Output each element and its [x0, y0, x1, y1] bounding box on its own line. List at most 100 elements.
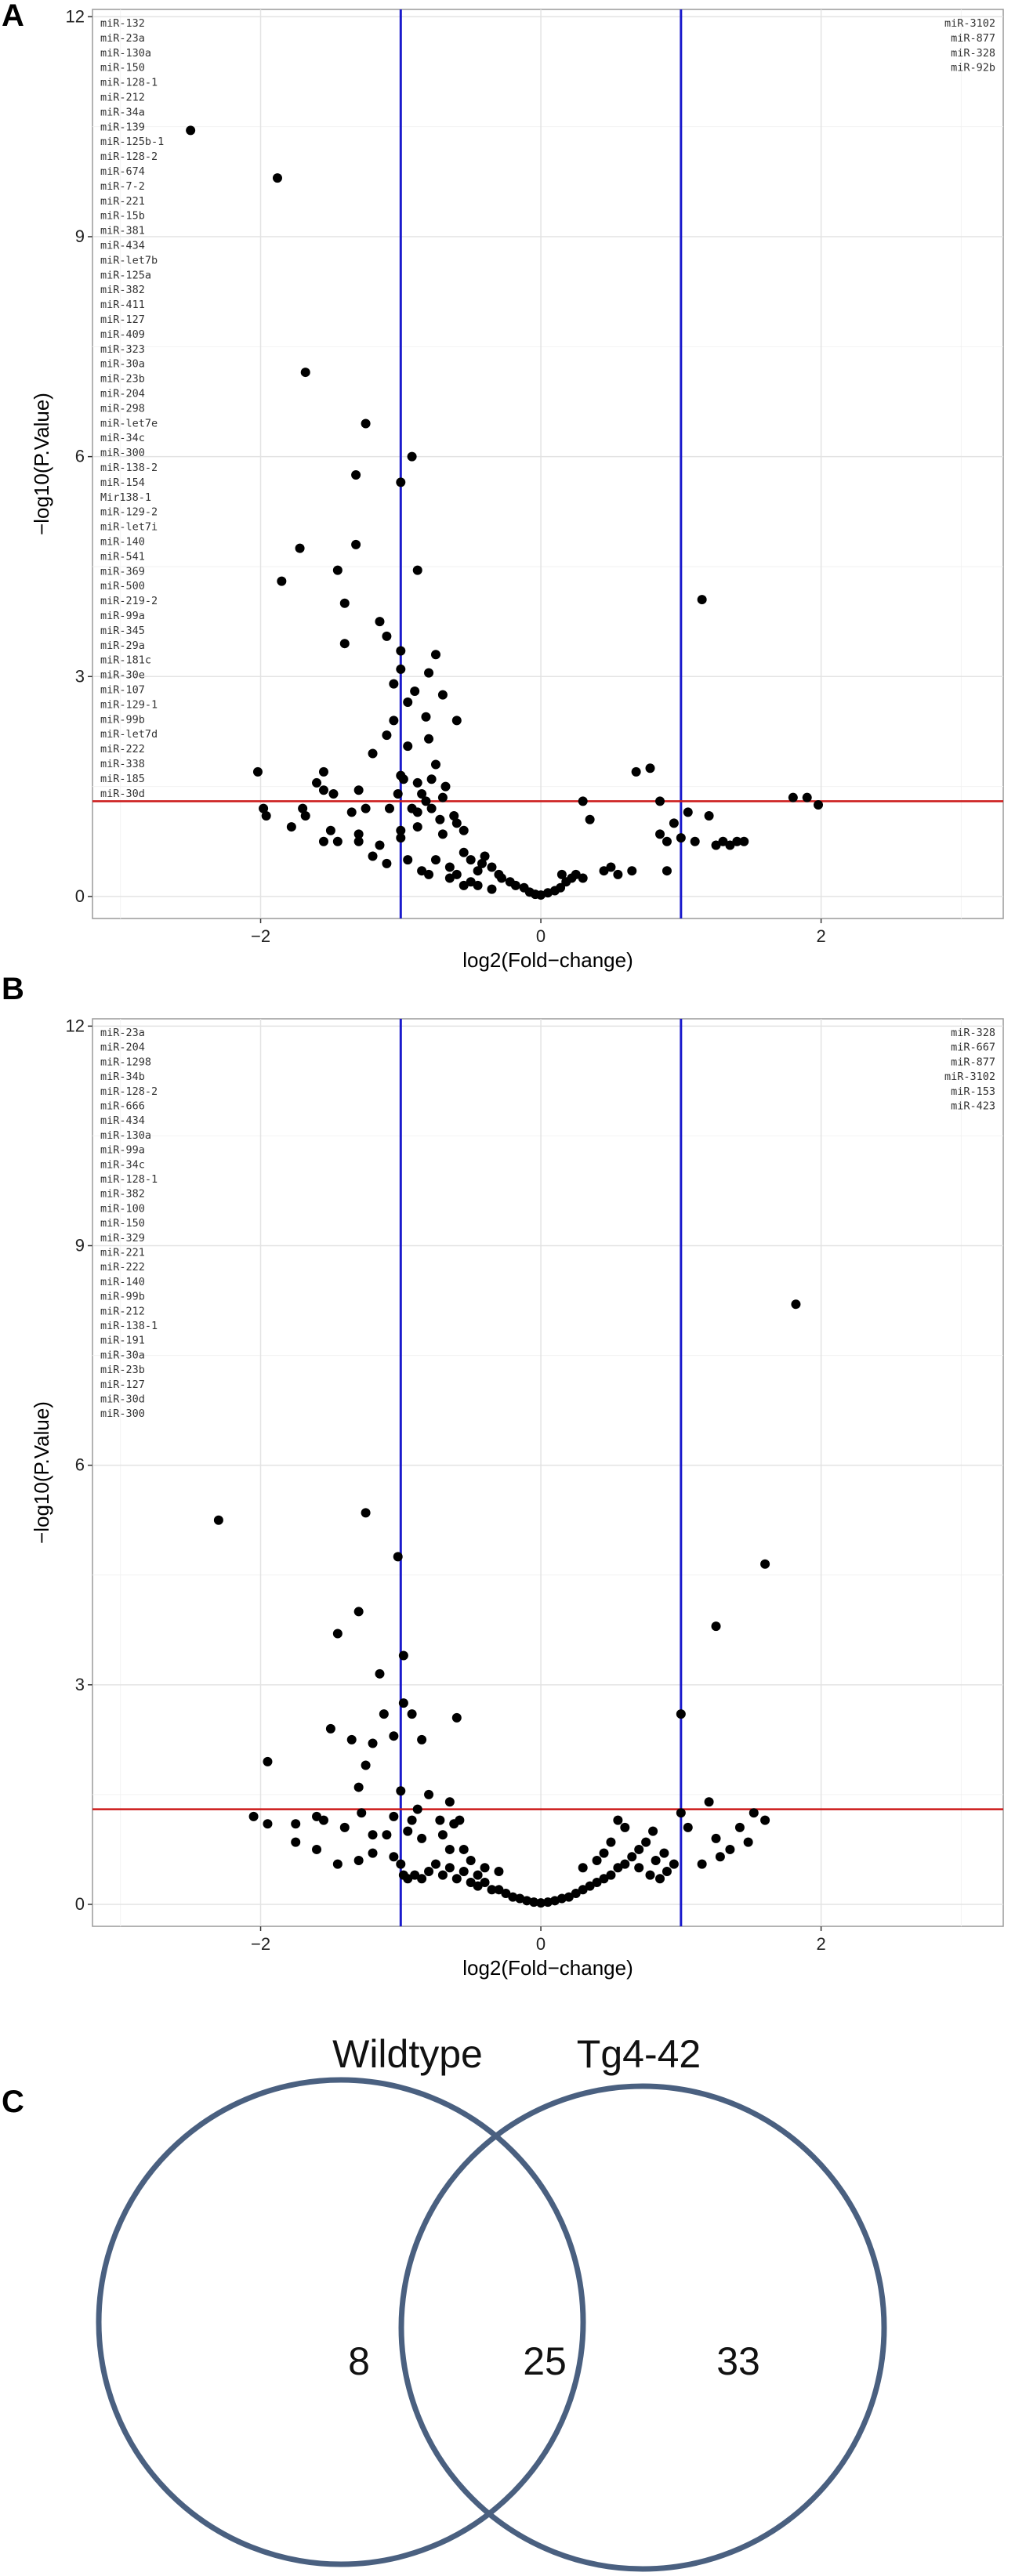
- data-point: [339, 639, 350, 649]
- downregulated-mir-label: miR-666: [100, 1100, 145, 1113]
- data-point: [384, 803, 394, 813]
- data-point: [426, 774, 437, 784]
- data-point: [346, 807, 357, 817]
- data-point: [396, 1859, 406, 1869]
- data-point: [346, 1734, 357, 1745]
- data-point: [451, 1712, 462, 1723]
- data-point: [599, 1874, 609, 1884]
- data-point: [361, 803, 371, 813]
- y-tick-label: 3: [75, 1675, 85, 1694]
- data-point: [263, 1756, 273, 1766]
- data-point: [480, 1863, 490, 1873]
- data-point: [690, 836, 700, 846]
- data-point: [417, 1874, 427, 1884]
- upregulated-mir-label: miR-877: [951, 32, 995, 45]
- data-point: [424, 668, 434, 678]
- data-point: [645, 763, 655, 774]
- data-point: [393, 788, 403, 799]
- data-point: [704, 811, 714, 821]
- data-point: [676, 1808, 686, 1818]
- downregulated-mir-label: miR-129-1: [100, 698, 158, 711]
- downregulated-mir-label: miR-300: [100, 1408, 145, 1420]
- data-point: [368, 1738, 378, 1748]
- data-point: [437, 690, 448, 700]
- data-point: [536, 1898, 546, 1908]
- data-point: [473, 1881, 483, 1891]
- data-point: [802, 792, 812, 803]
- upregulated-mir-label: miR-667: [951, 1042, 995, 1054]
- data-point: [379, 1709, 389, 1719]
- data-point: [627, 1852, 637, 1862]
- x-axis-label-a: log2(Fold−change): [462, 948, 633, 972]
- downregulated-mir-label: miR-107: [100, 684, 145, 697]
- data-point: [252, 766, 263, 777]
- data-point: [662, 836, 672, 846]
- data-point: [564, 1892, 574, 1902]
- downregulated-mir-label: miR-409: [100, 328, 145, 341]
- data-point: [417, 1734, 427, 1745]
- data-point: [725, 840, 735, 850]
- data-point: [648, 1826, 658, 1836]
- data-point: [375, 617, 385, 627]
- data-point: [332, 565, 343, 575]
- data-point: [410, 1870, 420, 1880]
- data-point: [325, 1723, 335, 1734]
- data-point: [361, 418, 371, 429]
- venn-count-wildtype-only: 8: [348, 2339, 370, 2383]
- downregulated-mir-label: miR-138-2: [100, 462, 158, 474]
- downregulated-mir-label: miR-212: [100, 1305, 145, 1317]
- data-point: [669, 1859, 679, 1869]
- downregulated-mir-label: miR-204: [100, 1042, 145, 1054]
- data-point: [459, 847, 469, 857]
- data-point: [300, 368, 310, 378]
- panel-label-c: C: [2, 2085, 24, 2119]
- data-point: [620, 1822, 630, 1832]
- downregulated-mir-label: miR-125b-1: [100, 136, 164, 148]
- y-tick-label: 3: [75, 666, 85, 686]
- venn-circle-tg4-42: [398, 2083, 887, 2572]
- mir-list-a: miR-132 miR-23a miR-130a miR-150 miR-128-1 mi…: [100, 17, 995, 800]
- downregulated-mir-label: miR-let7d: [100, 728, 158, 741]
- data-point: [351, 470, 361, 480]
- downregulated-mir-label: miR-15b: [100, 210, 145, 223]
- downregulated-mir-label: miR-138-1: [100, 1320, 158, 1332]
- downregulated-mir-label: miR-let7i: [100, 521, 158, 534]
- data-point: [277, 576, 287, 586]
- data-point: [556, 1893, 567, 1904]
- data-point: [412, 822, 422, 832]
- upregulated-mir-label: miR-3102: [944, 1071, 995, 1083]
- x-tick-label: 2: [816, 1934, 825, 1954]
- downregulated-mir-label: miR-212: [100, 92, 145, 104]
- data-point: [788, 792, 798, 803]
- data-point: [585, 1881, 595, 1891]
- downregulated-mir-label: miR-219-2: [100, 595, 158, 607]
- downregulated-mir-label: miR-381: [100, 225, 145, 237]
- downregulated-mir-label: miR-382: [100, 284, 145, 296]
- data-point: [606, 1837, 616, 1847]
- downregulated-mir-label: miR-99a: [100, 610, 145, 622]
- data-point: [403, 1826, 413, 1836]
- data-point: [578, 1885, 588, 1895]
- data-point: [396, 646, 406, 656]
- data-point: [480, 1877, 490, 1887]
- data-point: [318, 785, 328, 795]
- data-point: [508, 1892, 518, 1902]
- upregulated-mir-label: miR-328: [951, 47, 995, 60]
- data-point: [396, 833, 406, 843]
- downregulated-mir-label: miR-181c: [100, 654, 151, 667]
- data-point: [424, 869, 434, 879]
- upregulated-mir-label: miR-3102: [944, 17, 995, 30]
- data-point: [424, 734, 434, 744]
- data-point: [300, 811, 310, 821]
- data-point: [430, 759, 440, 770]
- data-points-a: [186, 125, 824, 900]
- downregulated-mir-label: miR-128-2: [100, 150, 158, 163]
- x-tick-label: 0: [536, 926, 546, 946]
- downregulated-mir-label: miR-323: [100, 343, 145, 356]
- data-point: [291, 1819, 301, 1829]
- upregulated-mir-label: miR-92b: [951, 62, 995, 74]
- data-point: [444, 873, 455, 883]
- downregulated-mir-label: miR-154: [100, 476, 145, 489]
- downregulated-mir-label: miR-128-1: [100, 1173, 158, 1186]
- data-point: [368, 851, 378, 861]
